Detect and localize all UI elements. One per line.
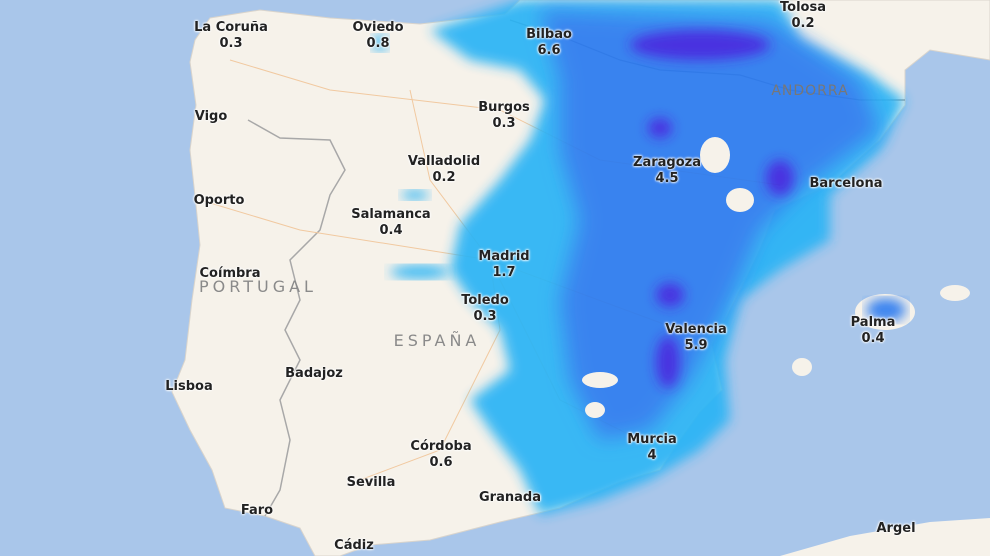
country-label-portugal: PORTUGAL (199, 277, 317, 296)
city-murcia[interactable]: Murcia 4 (627, 432, 677, 463)
city-burgos[interactable]: Burgos 0.3 (478, 100, 530, 131)
city-valladolid[interactable]: Valladolid 0.2 (407, 154, 481, 185)
city-coimbra[interactable]: Coímbra (199, 266, 261, 281)
africa-land (780, 518, 990, 556)
city-bilbao[interactable]: Bilbao 6.6 (526, 27, 572, 58)
city-oviedo[interactable]: Oviedo 0.8 (352, 20, 404, 51)
city-cadiz[interactable]: Cádiz (334, 538, 374, 553)
city-vigo[interactable]: Vigo (194, 109, 228, 124)
rain-overlay (372, 0, 906, 515)
ibiza-island (792, 358, 812, 376)
portugal-border (247, 119, 346, 517)
city-tolosa[interactable]: Tolosa 0.2 (780, 0, 826, 31)
city-barcelona[interactable]: Barcelona (809, 176, 883, 191)
city-la-coruna[interactable]: La Coruña 0.3 (194, 20, 268, 51)
city-badajoz[interactable]: Badajoz (285, 366, 343, 381)
city-madrid[interactable]: Madrid 1.7 (478, 249, 530, 280)
city-granada[interactable]: Granada (479, 490, 541, 505)
rain-gaps (582, 137, 754, 418)
city-toledo[interactable]: Toledo 0.3 (461, 293, 509, 324)
city-lisboa[interactable]: Lisboa (165, 379, 213, 394)
country-label-espana: ESPAÑA (393, 331, 481, 350)
city-faro[interactable]: Faro (240, 503, 274, 518)
city-palma[interactable]: Palma 0.4 (850, 315, 896, 346)
city-oporto[interactable]: Oporto (193, 193, 245, 208)
city-argel[interactable]: Argel (876, 521, 916, 536)
country-label-andorra: ANDORRA (771, 83, 849, 99)
menorca-island (940, 285, 970, 301)
city-sevilla[interactable]: Sevilla (346, 475, 396, 490)
city-cordoba[interactable]: Córdoba 0.6 (410, 439, 472, 470)
city-salamanca[interactable]: Salamanca 0.4 (351, 207, 431, 238)
city-valencia[interactable]: Valencia 5.9 (665, 322, 727, 353)
city-zaragoza[interactable]: Zaragoza 4.5 (633, 155, 701, 186)
